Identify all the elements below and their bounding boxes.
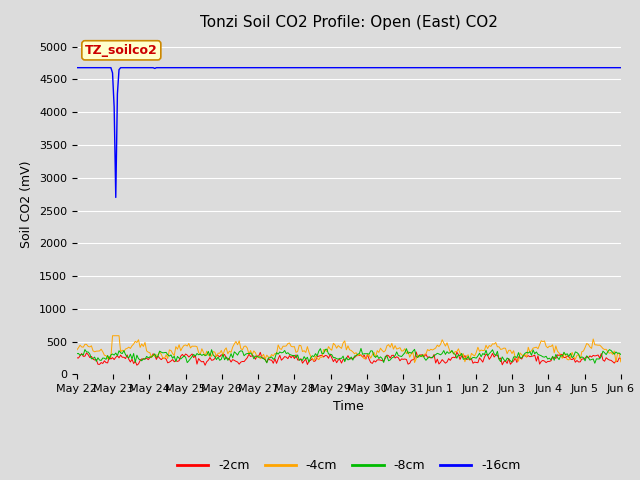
-2cm xyxy=(521,353,529,359)
-4cm xyxy=(109,333,116,338)
-16cm xyxy=(79,65,87,71)
X-axis label: Time: Time xyxy=(333,400,364,413)
-4cm xyxy=(617,359,625,365)
-2cm xyxy=(73,355,81,360)
-2cm xyxy=(201,362,209,368)
-16cm xyxy=(526,65,534,71)
-8cm xyxy=(79,352,87,358)
-4cm xyxy=(195,349,202,355)
-4cm xyxy=(411,360,419,365)
-4cm xyxy=(237,346,244,351)
Line: -2cm: -2cm xyxy=(77,352,621,365)
-16cm xyxy=(112,194,120,200)
-16cm xyxy=(520,65,527,71)
-8cm xyxy=(193,350,201,356)
-16cm xyxy=(195,65,202,71)
-2cm xyxy=(237,359,244,365)
-2cm xyxy=(527,353,535,359)
-16cm xyxy=(380,65,388,71)
Line: -4cm: -4cm xyxy=(77,336,621,362)
-8cm xyxy=(357,346,365,351)
-4cm xyxy=(73,347,81,353)
-8cm xyxy=(526,349,534,355)
Legend: -2cm, -4cm, -8cm, -16cm: -2cm, -4cm, -8cm, -16cm xyxy=(172,454,526,477)
-4cm xyxy=(527,348,535,354)
-2cm xyxy=(617,356,625,362)
-2cm xyxy=(79,353,87,359)
-8cm xyxy=(520,352,527,358)
-4cm xyxy=(521,352,529,358)
Line: -16cm: -16cm xyxy=(77,68,621,197)
Text: TZ_soilco2: TZ_soilco2 xyxy=(85,44,157,57)
-8cm xyxy=(236,349,243,355)
-2cm xyxy=(412,349,420,355)
-16cm xyxy=(617,65,625,71)
-2cm xyxy=(193,361,201,367)
Line: -8cm: -8cm xyxy=(77,348,621,363)
-8cm xyxy=(73,351,81,357)
-8cm xyxy=(380,360,388,365)
-4cm xyxy=(380,349,388,355)
-2cm xyxy=(380,358,388,364)
-16cm xyxy=(237,65,244,71)
-8cm xyxy=(617,351,625,357)
-16cm xyxy=(73,65,81,71)
Y-axis label: Soil CO2 (mV): Soil CO2 (mV) xyxy=(20,160,33,248)
-8cm xyxy=(591,360,598,366)
Title: Tonzi Soil CO2 Profile: Open (East) CO2: Tonzi Soil CO2 Profile: Open (East) CO2 xyxy=(200,15,498,30)
-4cm xyxy=(79,344,87,350)
